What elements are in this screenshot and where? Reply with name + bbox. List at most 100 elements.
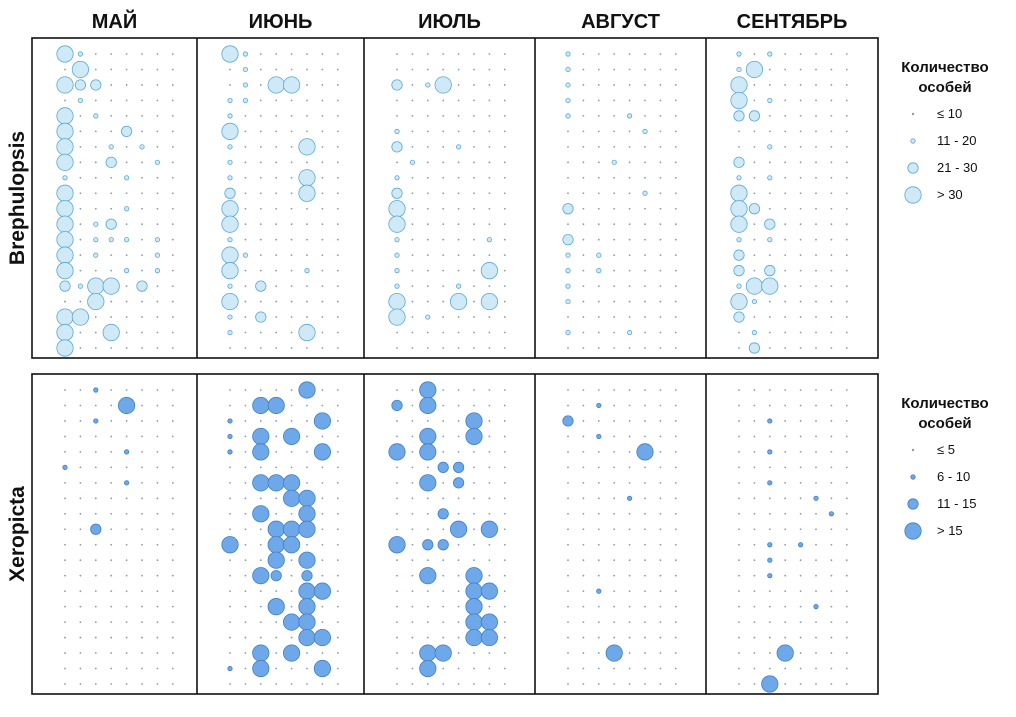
count-dot [845,130,848,133]
count-bubble [93,113,99,119]
count-bubble [394,237,400,243]
count-dot [659,590,662,593]
count-bubble [77,283,84,289]
count-dot [64,543,66,546]
count-dot [321,145,324,148]
count-dot [753,238,756,241]
count-dot [799,207,802,210]
count-dot [426,683,429,685]
count-dot [597,574,600,577]
count-bubble [605,644,623,662]
count-dot [784,497,787,500]
count-dot [64,99,66,102]
count-dot [156,621,159,624]
count-dot [79,667,82,670]
count-dot [488,543,491,546]
count-dot [503,435,506,438]
legend-label: ≤ 5 [937,442,955,457]
count-dot [503,667,506,670]
count-dot [336,435,339,438]
count-dot [674,605,677,608]
count-dot [644,207,646,210]
count-dot [94,590,97,593]
count-dot [141,528,143,531]
count-dot [830,176,833,179]
count-dot [628,574,631,577]
count-bubble [465,598,483,616]
count-bubble [452,461,465,473]
count-dot [457,667,460,670]
count-dot [659,466,662,469]
count-dot [830,130,833,133]
count-dot [613,99,616,102]
count-dot [457,207,460,210]
count-dot [156,605,159,608]
count-dot [488,223,491,226]
count-bubble [388,443,406,461]
count-dot [125,316,128,318]
count-dot [336,285,339,288]
count-dot [110,497,113,500]
count-dot [457,347,460,349]
count-dot [141,466,143,469]
count-bubble [465,412,483,430]
count-dot [473,652,475,654]
count-bubble [252,396,270,415]
count-dot [125,285,128,288]
count-dot [567,176,569,179]
count-dot [442,254,445,257]
count-dot [259,420,262,422]
count-dot [753,145,756,148]
count-dot [567,435,569,438]
count-dot [229,404,231,407]
count-dot [321,605,324,608]
count-dot [110,543,113,546]
count-dot [799,652,802,654]
count-dot [442,528,445,531]
count-dot [442,316,445,318]
count-bubble [565,252,571,258]
count-dot [275,223,278,226]
count-dot [457,254,460,257]
count-dot [674,420,677,422]
count-dot [457,404,460,407]
count-dot [141,605,143,608]
count-bubble [227,113,233,119]
count-dot [426,466,429,469]
month-label: АВГУСТ [581,11,660,33]
count-dot [613,559,616,562]
count-dot [473,192,475,195]
count-dot [659,543,662,546]
count-dot [442,574,445,577]
count-dot [411,331,414,334]
count-dot [336,559,339,562]
count-dot [659,621,662,624]
count-dot [156,285,159,288]
count-dot [582,667,585,670]
count-dot [659,145,662,148]
count-bubble [465,613,483,631]
count-dot [259,389,262,391]
count-dot [768,512,771,515]
count-dot [784,512,787,515]
count-dot [396,99,398,102]
count-dot [156,481,159,484]
count-dot [336,161,339,164]
count-dot [125,161,128,164]
count-dot [659,512,662,515]
count-dot [597,145,600,148]
count-bubble [313,628,331,647]
count-dot [503,316,506,318]
count-bubble [221,292,239,311]
legend-label: 11 - 15 [937,496,977,511]
count-dot [674,528,677,531]
count-dot [659,605,662,608]
count-dot [290,636,293,639]
count-dot [830,223,833,226]
count-dot [597,559,600,562]
count-dot [799,176,802,179]
count-dot [306,450,308,453]
count-dot [141,621,143,624]
count-dot [753,636,756,639]
count-dot [396,481,398,484]
